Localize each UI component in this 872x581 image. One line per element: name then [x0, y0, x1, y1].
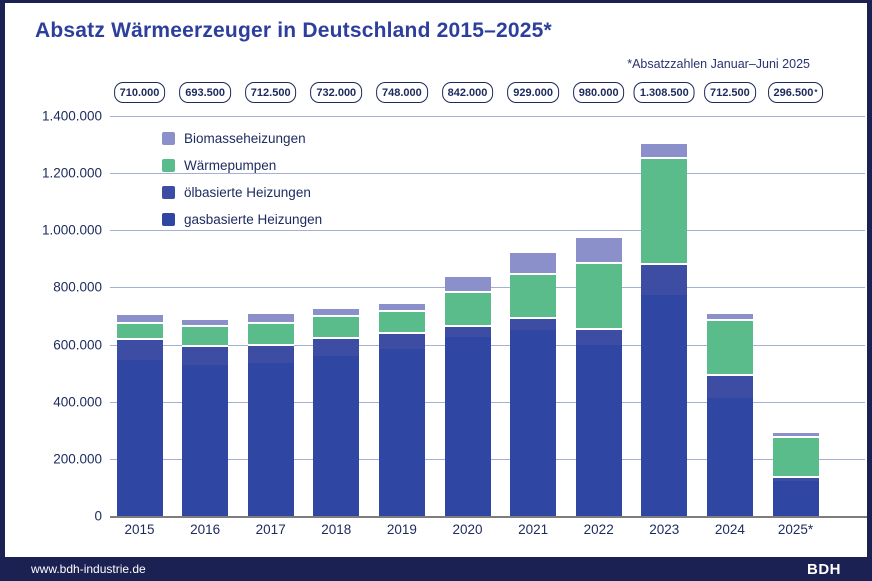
bar-segment-heatpump [444, 291, 491, 325]
bar-segment-biomass [706, 312, 753, 319]
bar-segment-biomass [313, 306, 360, 315]
total-badge: 712.500 [244, 82, 297, 103]
x-axis-label: 2025* [777, 522, 814, 537]
bar-segment-gas [706, 398, 753, 516]
total-badge: 748.000 [376, 82, 428, 103]
bar-segment-oil [116, 338, 163, 361]
asterisk: * [814, 88, 818, 97]
x-axis-label: 2015 [124, 522, 155, 537]
y-axis-tick-label: 600.000 [53, 337, 102, 353]
bar-segment-gas [510, 330, 557, 516]
total-badge: 1.308.500 [633, 82, 695, 103]
x-axis-label: 2022 [583, 522, 614, 537]
biomass-swatch-icon [162, 132, 175, 145]
bar-segment-gas [116, 360, 163, 516]
x-axis-label: 2023 [649, 522, 680, 537]
legend-label: Biomasseheizungen [184, 131, 306, 146]
bar-segment-biomass [510, 250, 557, 273]
x-axis-label: 2018 [321, 522, 352, 537]
bar-segment-biomass [378, 302, 425, 310]
total-badge: 929.000 [507, 82, 559, 103]
bar-segment-oil [641, 262, 688, 295]
legend-item-heatpump: Wärmepumpen [162, 152, 322, 179]
y-axis-tick-label: 800.000 [53, 279, 102, 295]
x-axis-label: 2019 [386, 522, 417, 537]
bar-segment-biomass [575, 236, 622, 262]
bar-segment-gas [575, 344, 622, 516]
legend-label: gasbasierte Heizungen [184, 212, 323, 227]
x-axis-label: 2024 [714, 522, 745, 537]
footer-url: www.bdh-industrie.de [31, 562, 146, 576]
bar-segment-heatpump [182, 324, 229, 345]
bar-segment-biomass [247, 312, 294, 322]
bar-segment-heatpump [510, 273, 557, 317]
bar-segment-oil [182, 345, 229, 366]
bar-segment-oil [313, 336, 360, 356]
bar-segment-gas [378, 349, 425, 516]
bar-segment-biomass [641, 142, 688, 158]
bar-segment-oil [772, 475, 819, 482]
bar-segment-oil [378, 332, 425, 350]
bar-segment-gas [313, 356, 360, 516]
legend-item-gas: gasbasierte Heizungen [162, 206, 322, 233]
total-badge: 296.500 * [767, 82, 824, 103]
bar-segment-gas [247, 363, 294, 516]
gridline [110, 116, 865, 117]
oil-swatch-icon [162, 186, 175, 199]
bar-segment-biomass [444, 275, 491, 292]
bar-segment-oil [575, 327, 622, 345]
gridline [110, 230, 865, 232]
bar-segment-heatpump [575, 261, 622, 328]
x-axis-label: 2020 [452, 522, 483, 537]
x-axis-label: 2021 [518, 522, 549, 537]
bar-segment-heatpump [313, 315, 360, 337]
bar-segment-gas [444, 337, 491, 516]
bar-segment-heatpump [706, 318, 753, 375]
bar-segment-oil [706, 374, 753, 399]
footer-bar: www.bdh-industrie.de BDH [5, 557, 867, 581]
bar-segment-gas [641, 294, 688, 516]
page-title: Absatz Wärmeerzeuger in Deutschland 2015… [35, 19, 552, 42]
gas-swatch-icon [162, 213, 175, 226]
bar-segment-heatpump [116, 322, 163, 338]
bar-segment-gas [772, 481, 819, 516]
y-axis-tick-label: 1.000.000 [41, 222, 102, 238]
y-axis-tick-label: 1.400.000 [41, 108, 102, 124]
y-axis-tick-label: 1.200.000 [41, 165, 102, 181]
y-axis-tick-label: 400.000 [53, 394, 102, 410]
total-badge: 712.500 [704, 82, 756, 103]
x-axis-label: 2016 [190, 522, 221, 537]
bar-segment-heatpump [378, 309, 425, 332]
bdh-logo: BDH [807, 560, 841, 578]
heatpump-swatch-icon [162, 159, 175, 172]
total-badge: 732.000 [310, 82, 363, 103]
y-axis-tick-label: 0 [94, 508, 102, 524]
total-badge: 710.000 [113, 82, 166, 103]
bar-segment-heatpump [247, 321, 294, 344]
x-axis-label: 2017 [255, 522, 286, 537]
legend: Biomasseheizungen Wärmepumpen ölbasierte H… [162, 125, 322, 233]
gridline [110, 173, 865, 175]
bar-segment-gas [182, 365, 229, 516]
bar-segment-heatpump [772, 436, 819, 476]
legend-item-biomass: Biomasseheizungen [162, 125, 322, 152]
legend-item-oil: ölbasierte Heizungen [162, 179, 322, 206]
bar-segment-oil [510, 316, 557, 331]
total-badge: 980.000 [572, 82, 625, 103]
bar-segment-oil [444, 324, 491, 338]
legend-label: Wärmepumpen [184, 158, 277, 173]
x-axis-line [110, 516, 867, 518]
bar-segment-oil [247, 344, 294, 364]
footnote: *Absatzzahlen Januar–Juni 2025 [627, 57, 810, 71]
total-badge: 842.000 [441, 82, 494, 103]
bar-segment-heatpump [641, 157, 688, 263]
bar-segment-biomass [116, 313, 163, 323]
y-axis-tick-label: 200.000 [53, 451, 102, 467]
total-badge: 693.500 [179, 82, 231, 103]
bar-segment-biomass [182, 317, 229, 325]
bar-segment-biomass [772, 431, 819, 437]
legend-label: ölbasierte Heizungen [184, 185, 311, 200]
